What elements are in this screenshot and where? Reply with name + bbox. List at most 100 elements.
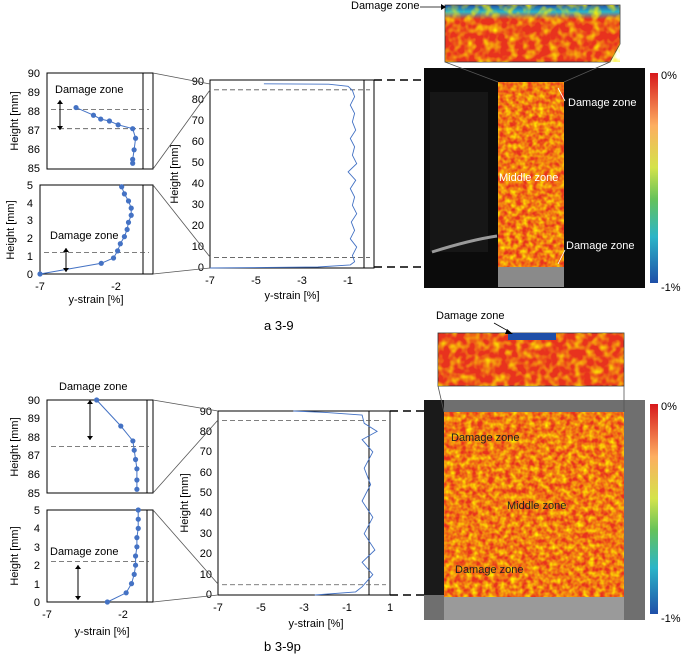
pointer [557, 249, 566, 265]
strain-data-point [90, 112, 97, 118]
strain-data-point [135, 525, 141, 532]
main-plot-a: Height [mm] 0 10 20 30 40 50 60 70 80 90… [169, 76, 375, 302]
x-tick-label: -1 [342, 602, 352, 614]
y-tick-label: 4 [27, 198, 33, 210]
panel-a: Height [mm] 90 89 88 87 86 85 Damage zon… [5, 0, 681, 333]
y-axis-label: Height [mm] [169, 144, 181, 203]
y-tick-label: 89 [28, 87, 40, 99]
arrow-head [441, 4, 446, 10]
pointer [557, 87, 566, 102]
y-tick-label: 90 [28, 68, 40, 80]
connector-lines-a [152, 72, 211, 275]
strain-data-point [132, 456, 139, 463]
y-tick-label: 70 [200, 446, 212, 458]
top-strip-label: Damage zone [351, 0, 420, 12]
detail-plot-top-b: Height [mm] 90 89 88 87 86 85 Damage zon… [9, 381, 154, 500]
y-tick-label: 80 [192, 94, 204, 106]
colorbar-b: 0% -1% [650, 401, 681, 625]
strain-series-line [209, 83, 358, 269]
y-tick-label: 85 [28, 163, 40, 175]
x-tick-label: -2 [118, 609, 128, 621]
x-tick-label: -5 [251, 275, 261, 287]
damage-zone-annotation: Damage zone [50, 546, 119, 558]
strain-data-point [128, 581, 135, 587]
connector-lines-b [152, 399, 219, 603]
y-tick-label: 85 [28, 488, 40, 500]
y-tick-label: 2 [34, 560, 40, 572]
strain-data-point [130, 438, 136, 444]
x-tick-label: -1 [343, 275, 353, 287]
x-tick-label: -5 [256, 602, 266, 614]
y-tick-label: 30 [192, 199, 204, 211]
plot-frame [217, 410, 391, 596]
zoom-guide [444, 61, 499, 83]
colorbar [650, 73, 658, 283]
x-axis-label: y-strain [%] [288, 618, 343, 630]
y-tick-label: 20 [192, 220, 204, 232]
strain-data-point [130, 156, 136, 162]
y-tick-label: 3 [27, 215, 33, 227]
grip-lower [444, 597, 624, 620]
photo-edge [424, 400, 444, 595]
y-tick-label: 87 [28, 125, 40, 137]
plot-frame [39, 184, 154, 275]
strain-data-point [125, 219, 132, 225]
y-tick-label: 88 [28, 432, 40, 444]
y-tick-label: 89 [28, 413, 40, 425]
colorbar-max-label: 0% [661, 70, 677, 82]
strain-series-line [96, 399, 138, 490]
damage-zone-annotation: Damage zone [59, 381, 128, 393]
strain-data-point [106, 118, 113, 124]
y-tick-label: 20 [200, 548, 212, 560]
dic-photo-a: Damage zone Middle zone Damage zone [424, 68, 645, 288]
y-axis-label: Height [mm] [9, 91, 21, 150]
strain-data-point [135, 516, 141, 522]
x-tick-label: -3 [297, 275, 307, 287]
strain-data-point [119, 184, 125, 190]
y-tick-label: 10 [200, 569, 212, 581]
colorbar-max-label: 0% [661, 401, 677, 413]
strain-data-point [98, 116, 104, 122]
grip-lower [498, 267, 564, 287]
strain-data-point [132, 562, 139, 568]
y-tick-label: 5 [34, 505, 40, 517]
plot-frame [46, 72, 154, 170]
plot-frame [46, 509, 154, 603]
y-tick-label: 2 [27, 233, 33, 245]
arrow-head [505, 329, 513, 334]
arrow-head [75, 596, 81, 600]
y-tick-label: 90 [28, 395, 40, 407]
strain-data-point [135, 507, 141, 513]
y-tick-label: 30 [200, 528, 212, 540]
strain-data-point [130, 160, 136, 166]
y-tick-label: 70 [192, 115, 204, 127]
y-tick-label: 87 [28, 450, 40, 462]
strain-data-point [134, 466, 140, 472]
lower-zone-label: Damage zone [455, 564, 524, 576]
strain-data-point [132, 553, 139, 559]
y-ticks: 0 10 20 30 40 50 60 70 80 90 [200, 406, 212, 601]
detail-plot-bottom-b: Height [mm] 5 4 3 2 1 0 -7 -2 y-strain [… [9, 505, 154, 638]
strain-data-point [118, 423, 124, 429]
y-tick-label: 0 [27, 269, 33, 281]
strain-data-point [134, 544, 140, 550]
y-axis-label: Height [mm] [5, 200, 17, 259]
dic-photo-b: Damage zone Middle zone Damage zone [424, 400, 645, 620]
upper-zone-label: Damage zone [451, 432, 520, 444]
strain-data-point [73, 104, 79, 111]
y-ticks: 5 4 3 2 1 0 [34, 505, 40, 609]
strain-data-point [134, 477, 140, 483]
zoom-guide [563, 61, 611, 83]
y-tick-label: 88 [28, 106, 40, 118]
wire [431, 234, 498, 254]
y-tick-label: 60 [200, 467, 212, 479]
x-tick-label: -3 [299, 602, 309, 614]
y-tick-label: 1 [27, 251, 33, 263]
strain-data-point [121, 234, 128, 240]
strain-data-point [37, 271, 43, 277]
arrow-head [63, 248, 69, 252]
plot-frame [46, 399, 154, 494]
detail-plot-bottom-a: Height [mm] 5 4 3 2 1 0 -7 -2 y-strain [… [5, 180, 154, 306]
panel-caption: a 3-9 [264, 318, 294, 333]
strain-data-point [131, 147, 137, 153]
